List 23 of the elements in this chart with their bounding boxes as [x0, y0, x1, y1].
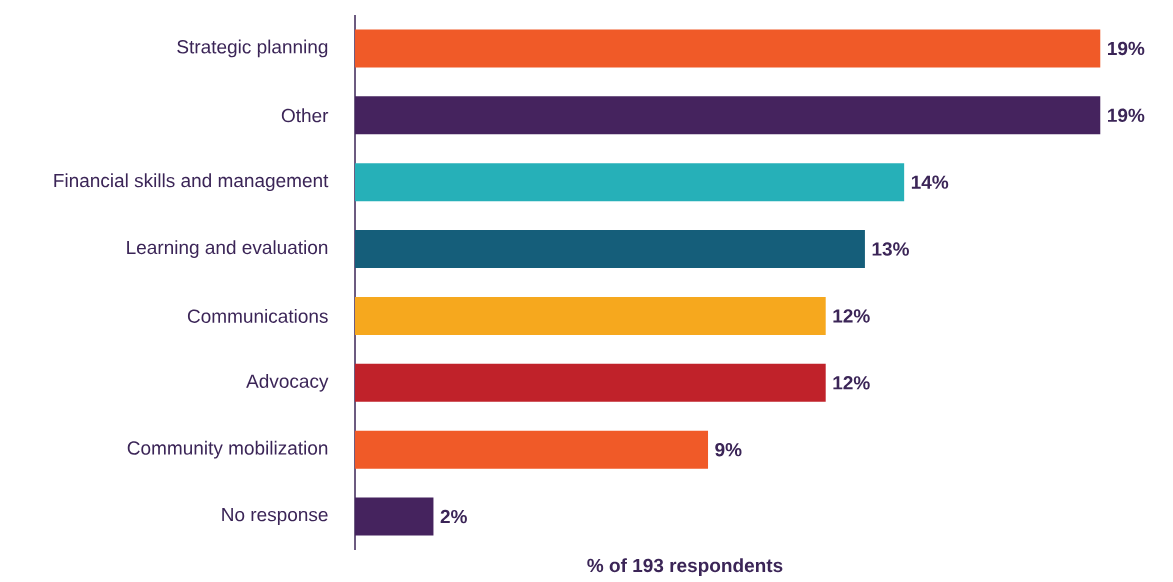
data-label: 9%: [715, 442, 742, 457]
y-tick-label: Learning and evaluation: [127, 240, 328, 258]
y-tick-label: No response: [222, 507, 328, 525]
data-label: 13%: [872, 242, 909, 256]
y-tick-label: Advocacy: [246, 373, 329, 392]
data-label: 12%: [833, 375, 870, 390]
bar: [355, 296, 826, 335]
bar: [355, 229, 865, 268]
data-label: 19%: [1108, 41, 1145, 56]
data-label: 19%: [1108, 108, 1145, 122]
bar: [355, 430, 709, 469]
y-tick-label: Communications: [187, 308, 328, 323]
y-tick-label: Strategic planning: [177, 39, 328, 58]
y-tick-label: Financial skills and management: [54, 173, 329, 191]
data-label: 14%: [911, 175, 949, 189]
bar: [355, 163, 905, 202]
y-tick-label: Community mobilization: [127, 440, 328, 459]
x-axis-title: % of 193 respondents: [587, 558, 783, 576]
data-label: 2%: [440, 509, 467, 524]
data-label: 12%: [833, 309, 870, 323]
bar: [355, 29, 1101, 68]
y-tick-label: Other: [281, 108, 329, 123]
bar: [355, 363, 826, 402]
